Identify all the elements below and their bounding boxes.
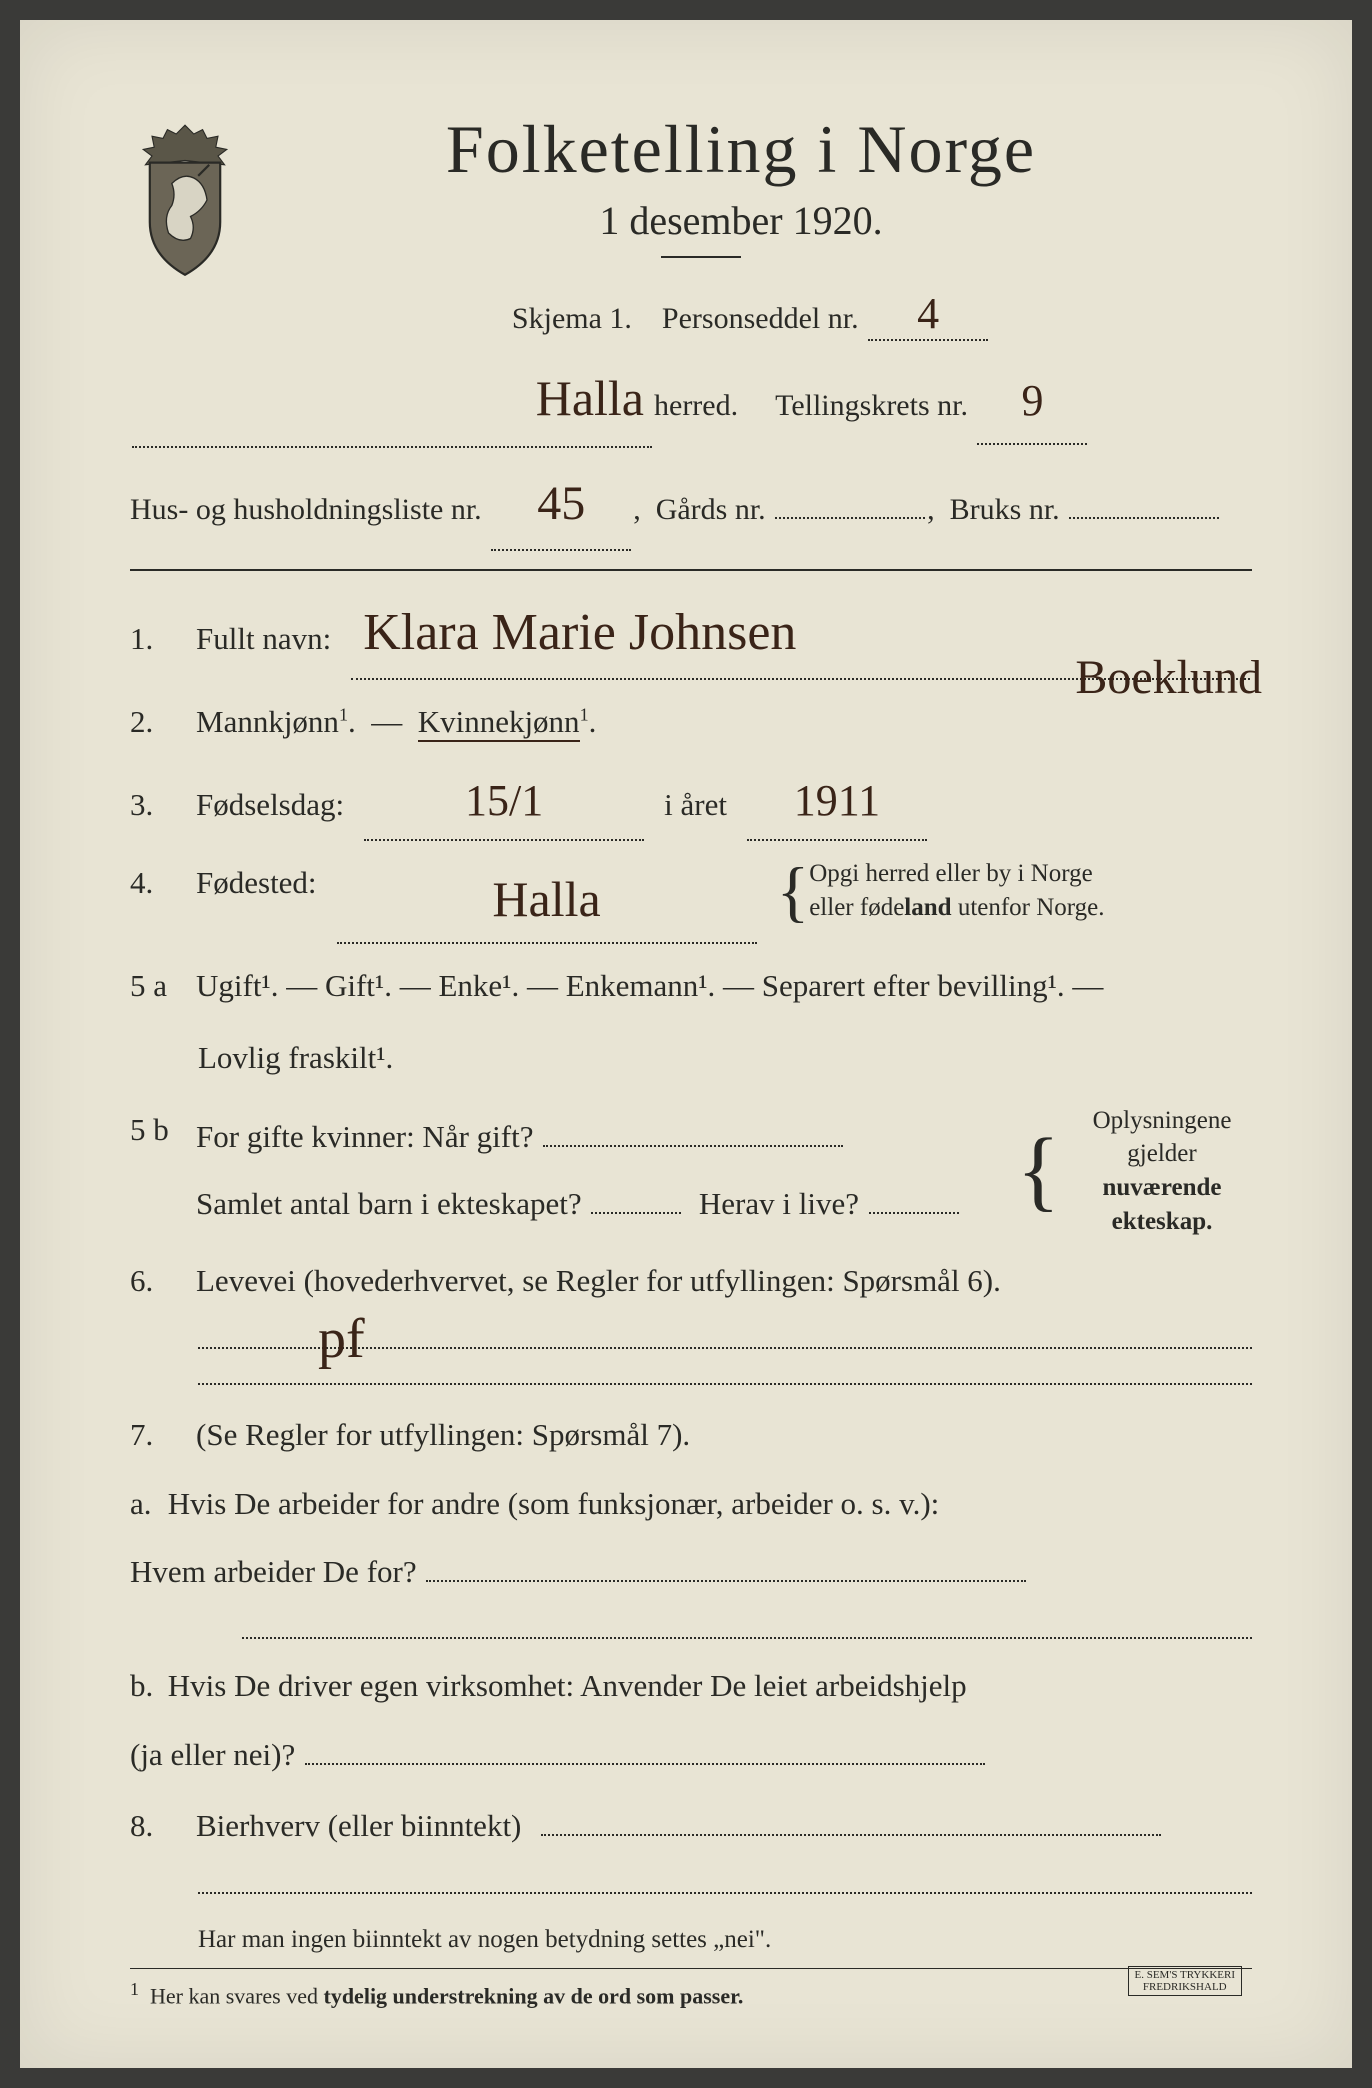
q2-male: Mannkjønn: [196, 704, 339, 739]
q4-note-b-bold: land: [904, 894, 951, 921]
printer-line1: E. SEM'S TRYKKERI: [1135, 1969, 1236, 1981]
form-subtitle: 1 desember 1920.: [230, 197, 1252, 244]
q7a-text2: Hvem arbeider De for?: [130, 1554, 417, 1589]
q5b-row: 5 b For gifte kvinner: Når gift? Samlet …: [130, 1104, 1252, 1239]
q5b-num: 5 b: [130, 1104, 178, 1157]
title-divider: [661, 256, 741, 258]
q1-label: Fullt navn:: [196, 613, 331, 666]
gards-value: [775, 517, 925, 519]
census-form-page: Folketelling i Norge 1 desember 1920. Sk…: [20, 20, 1352, 2068]
q8-label: Bierhverv (eller biinntekt): [196, 1800, 521, 1853]
q5b-side-b: gjelder: [1127, 1140, 1196, 1167]
q3-row: 3. Fødselsdag: 15/1 i året 1911: [130, 764, 1252, 841]
q5a-options: Ugift¹. — Gift¹. — Enke¹. — Enkemann¹. —…: [196, 960, 1252, 1013]
footnote-num: 1: [130, 1979, 139, 1999]
q5b-line1a: For gifte kvinner: Når gift?: [196, 1119, 533, 1154]
q8-row: 8. Bierhverv (eller biinntekt): [130, 1800, 1252, 1853]
form-header: Folketelling i Norge 1 desember 1920.: [130, 110, 1252, 258]
meta-line-2: Halla herred. Tellingskrets nr. 9: [130, 351, 1252, 448]
q1-num: 1.: [130, 613, 178, 666]
q7a-value: [426, 1580, 1026, 1582]
q5b-side-a: Oplysningene: [1093, 1107, 1232, 1134]
q7b-line2: (ja eller nei)?: [130, 1728, 1252, 1782]
meta-line-3: Hus- og husholdningsliste nr. 45, Gårds …: [130, 458, 1252, 551]
personseddel-value: 4: [917, 289, 939, 338]
gards-label: Gårds nr.: [656, 493, 766, 526]
q7-intro: (Se Regler for utfyllingen: Spørsmål 7).: [196, 1409, 1252, 1462]
q5b-line2b: Herav i live?: [699, 1186, 859, 1221]
q7-num: 7.: [130, 1409, 178, 1462]
q2-row: 2. Mannkjønn1. — Kvinnekjønn1.: [130, 696, 1252, 749]
q7a-label: a.: [130, 1477, 160, 1531]
q4-row: 4. Fødested: Halla { Opgi herred eller b…: [130, 857, 1252, 944]
husholdning-label: Hus- og husholdningsliste nr.: [130, 493, 482, 526]
q5b-side-c: ekteskap.: [1112, 1208, 1213, 1235]
q4-value: Halla: [492, 871, 600, 927]
footnote-text: Her kan svares ved: [150, 1983, 324, 2008]
q6-value: pf: [318, 1307, 365, 1371]
skjema-label: Skjema 1.: [512, 302, 632, 335]
meta-line-1: Skjema 1. Personseddel nr. 4: [250, 288, 1252, 341]
tellingskrets-value: 9: [1021, 376, 1043, 425]
q4-note-c: utenfor Norge.: [952, 894, 1105, 921]
bruks-value: [1069, 517, 1219, 519]
q2-female: Kvinnekjønn: [418, 704, 580, 739]
coat-of-arms-icon: [130, 120, 240, 280]
q7-row: 7. (Se Regler for utfyllingen: Spørsmål …: [130, 1409, 1252, 1462]
q7a: a. Hvis De arbeider for andre (som funks…: [130, 1477, 1252, 1531]
q3-year-label: i året: [664, 779, 727, 832]
q6-label: Levevei (hovederhvervet, se Regler for u…: [196, 1255, 1252, 1308]
printer-line2: FREDRIKSHALD: [1135, 1981, 1236, 1993]
q7a-extra-line: [242, 1614, 1252, 1640]
q1-value: Klara Marie Johnsen: [363, 604, 796, 661]
q7a-line2: Hvem arbeider De for?: [130, 1545, 1252, 1599]
q4-note-a: Opgi herred eller by i Norge: [809, 860, 1092, 887]
printer-stamp: E. SEM'S TRYKKERI FREDRIKSHALD: [1128, 1966, 1243, 1996]
personseddel-label: Personseddel nr.: [662, 302, 859, 335]
brace-icon: {: [777, 864, 810, 918]
footer-note: Har man ingen biinntekt av nogen betydni…: [198, 1918, 1252, 1954]
q3-num: 3.: [130, 779, 178, 832]
q5b-live-value: [869, 1212, 959, 1214]
q5a-num: 5 a: [130, 960, 178, 1013]
q1-row: 1. Fullt navn: Klara Marie Johnsen Boekl…: [130, 589, 1252, 679]
tellingskrets-label: Tellingskrets nr.: [775, 389, 968, 422]
footnote: 1 Her kan svares ved tydelig understrekn…: [130, 1968, 1252, 2009]
q4-num: 4.: [130, 857, 178, 910]
q7b-value: [305, 1763, 985, 1765]
q7b: b. Hvis De driver egen virksomhet: Anven…: [130, 1659, 1252, 1713]
q5a-row: 5 a Ugift¹. — Gift¹. — Enke¹. — Enkemann…: [130, 960, 1252, 1013]
q3-year: 1911: [794, 776, 880, 825]
q7a-text1: Hvis De arbeider for andre (som funksjon…: [168, 1486, 940, 1521]
q8-value: [541, 1834, 1161, 1836]
q5b-gift-value: [543, 1145, 843, 1147]
q7b-label: b.: [130, 1659, 160, 1713]
husholdning-value: 45: [537, 477, 585, 530]
q2-num: 2.: [130, 696, 178, 749]
section-divider-top: [130, 569, 1252, 571]
q3-day: 15/1: [465, 776, 543, 825]
q6-row: 6. Levevei (hovederhvervet, se Regler fo…: [130, 1255, 1252, 1308]
q6-answer-line: pf: [198, 1323, 1252, 1349]
q5b-side-bold: nuværende: [1102, 1174, 1221, 1201]
footnote-bold: tydelig understrekning av de ord som pas…: [324, 1983, 744, 2008]
q7b-text2: (ja eller nei)?: [130, 1737, 295, 1772]
bruks-label: Bruks nr.: [950, 493, 1060, 526]
q4-note-b: eller føde: [809, 894, 904, 921]
q5a-row2: Lovlig fraskilt¹.: [198, 1029, 1252, 1088]
herred-label: herred.: [654, 389, 738, 422]
q3-label: Fødselsdag:: [196, 779, 344, 832]
q5b-line2a: Samlet antal barn i ekteskapet?: [196, 1186, 582, 1221]
herred-value: Halla: [536, 370, 644, 426]
q4-brace-group: { Opgi herred eller by i Norge eller fød…: [777, 857, 1105, 925]
form-title: Folketelling i Norge: [230, 110, 1252, 189]
q7b-text1: Hvis De driver egen virksomhet: Anvender…: [168, 1668, 967, 1703]
q6-num: 6.: [130, 1255, 178, 1308]
q4-label: Fødested:: [196, 857, 317, 910]
q8-num: 8.: [130, 1800, 178, 1853]
q5b-barn-value: [591, 1212, 681, 1214]
brace-icon-2: {: [1017, 1135, 1060, 1207]
q8-extra-line: [198, 1868, 1252, 1894]
